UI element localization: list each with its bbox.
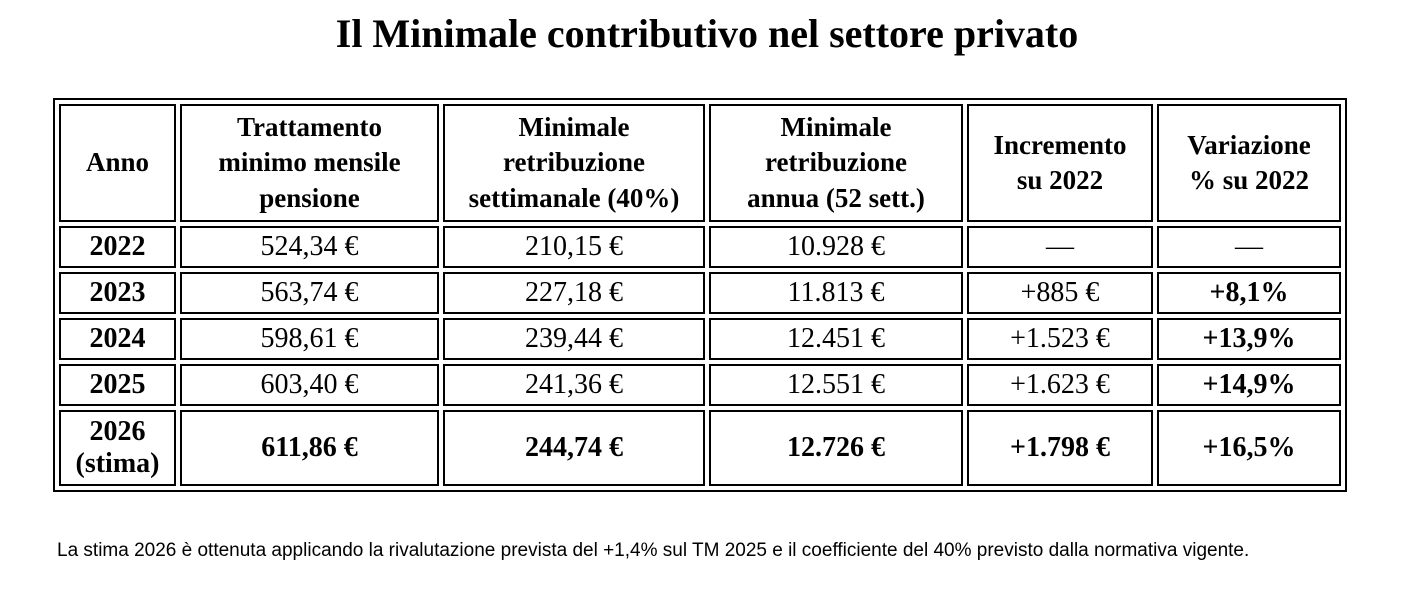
cell-trattamento-minimo: 598,61 € [180, 318, 439, 360]
cell-minimale-annua: 10.928 € [709, 226, 963, 268]
table-header-row: Anno Trattamento minimo mensile pensione… [59, 104, 1341, 222]
cell-minimale-annua: 12.551 € [709, 364, 963, 406]
table-row-2022: 2022 524,34 € 210,15 € 10.928 € — — [59, 226, 1341, 268]
cell-anno: 2026 (stima) [59, 410, 176, 486]
cell-minimale-settimanale: 239,44 € [443, 318, 705, 360]
cell-anno: 2022 [59, 226, 176, 268]
page-title: Il Minimale contributivo nel settore pri… [335, 11, 1079, 56]
cell-anno: 2025 [59, 364, 176, 406]
cell-trattamento-minimo: 524,34 € [180, 226, 439, 268]
col-header-minimale-annua: Minimale retribuzione annua (52 sett.) [709, 104, 963, 222]
col-header-minimale-settimanale: Minimale retribuzione settimanale (40%) [443, 104, 705, 222]
cell-minimale-annua: 11.813 € [709, 272, 963, 314]
table-row-2024: 2024 598,61 € 239,44 € 12.451 € +1.523 €… [59, 318, 1341, 360]
cell-trattamento-minimo: 563,74 € [180, 272, 439, 314]
cell-anno: 2024 [59, 318, 176, 360]
cell-anno: 2023 [59, 272, 176, 314]
cell-incremento: — [967, 226, 1153, 268]
cell-incremento: +1.623 € [967, 364, 1153, 406]
cell-minimale-settimanale: 227,18 € [443, 272, 705, 314]
cell-variazione: +13,9% [1157, 318, 1341, 360]
table-row-2026-stima: 2026 (stima) 611,86 € 244,74 € 12.726 € … [59, 410, 1341, 486]
cell-incremento: +1.523 € [967, 318, 1153, 360]
cell-trattamento-minimo: 611,86 € [180, 410, 439, 486]
cell-minimale-annua: 12.726 € [709, 410, 963, 486]
table-row-2025: 2025 603,40 € 241,36 € 12.551 € +1.623 €… [59, 364, 1341, 406]
cell-minimale-settimanale: 210,15 € [443, 226, 705, 268]
cell-minimale-annua: 12.451 € [709, 318, 963, 360]
table-row-2023: 2023 563,74 € 227,18 € 11.813 € +885 € +… [59, 272, 1341, 314]
contribution-minimum-table: Anno Trattamento minimo mensile pensione… [53, 98, 1347, 492]
cell-trattamento-minimo: 603,40 € [180, 364, 439, 406]
col-header-anno: Anno [59, 104, 176, 222]
footnote: La stima 2026 è ottenuta applicando la r… [57, 540, 1250, 561]
cell-incremento: +1.798 € [967, 410, 1153, 486]
cell-variazione: — [1157, 226, 1341, 268]
cell-variazione: +8,1% [1157, 272, 1341, 314]
col-header-variazione: Variazione % su 2022 [1157, 104, 1341, 222]
col-header-trattamento-minimo: Trattamento minimo mensile pensione [180, 104, 439, 222]
col-header-incremento: Incremento su 2022 [967, 104, 1153, 222]
cell-incremento: +885 € [967, 272, 1153, 314]
cell-variazione: +16,5% [1157, 410, 1341, 486]
cell-variazione: +14,9% [1157, 364, 1341, 406]
cell-minimale-settimanale: 244,74 € [443, 410, 705, 486]
cell-minimale-settimanale: 241,36 € [443, 364, 705, 406]
